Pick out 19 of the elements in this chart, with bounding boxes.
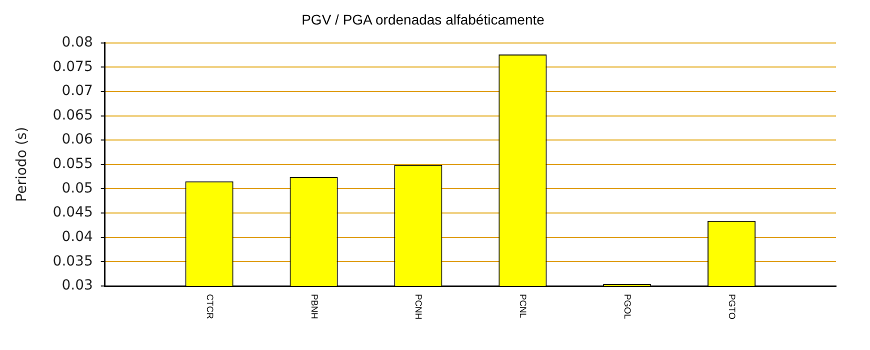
x-tick-label: PCNL (518, 294, 528, 318)
y-tick-label: 0.08 (62, 34, 93, 50)
x-tick-label: CTCR (204, 294, 215, 320)
y-axis-title: Periodo (s) (14, 126, 30, 202)
y-tick-label: 0.05 (62, 180, 93, 196)
y-tick-label: 0.035 (52, 253, 93, 270)
y-tick-label: 0.06 (62, 132, 93, 148)
y-tick-label: 0.055 (52, 156, 93, 172)
y-tick-label: 0.04 (62, 229, 93, 245)
y-tick-label: 0.03 (62, 278, 93, 294)
x-tick-label: PGOL (622, 294, 633, 320)
x-tick-label: PCNH (414, 294, 424, 320)
y-tick-label: 0.075 (52, 58, 93, 75)
x-tick-label: PBNH (309, 294, 320, 320)
x-tick-label: PGTO (727, 294, 738, 320)
chart-title: PGV / PGA ordenadas alfabéticamente (302, 11, 545, 28)
y-tick-label: 0.065 (52, 107, 93, 124)
y-tick-label: 0.045 (52, 204, 93, 221)
y-tick-label: 0.07 (62, 83, 93, 100)
